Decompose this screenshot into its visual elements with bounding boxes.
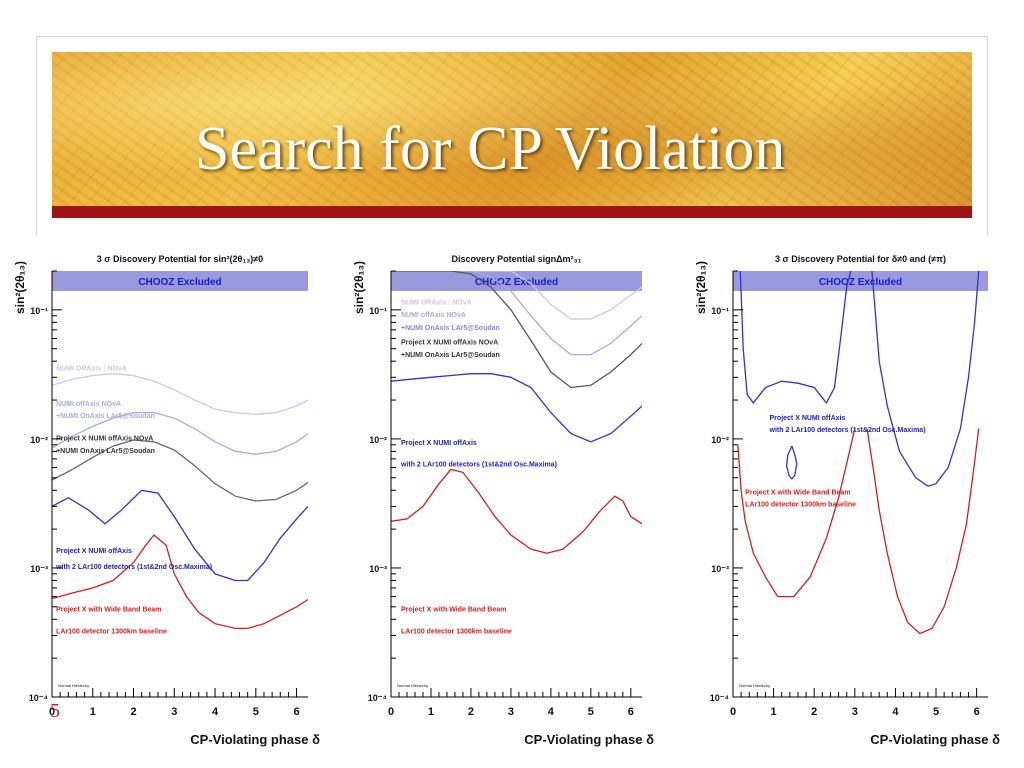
series-line-3 — [391, 373, 642, 443]
curve-label-numi-offaxis-nova: NUMI offAxis NOvA — [56, 401, 121, 408]
y-tick-label-0-1: 10⁻¹ — [711, 306, 729, 316]
curve-label-project-x-numi-offaxis: Project X NUMI offAxis — [401, 440, 477, 447]
x-tick-label-0: 0 — [49, 706, 55, 718]
series-line-1 — [391, 271, 642, 356]
slide-title: Search for CP Violation — [195, 115, 786, 183]
curve-label-project-x-with-wide-band-beam: Project X with Wide Band Beam — [745, 490, 850, 497]
curve-label-with-2-lar100-detectors-1st-2nd-osc-maxima: with 2 LAr100 detectors (1st&2nd Osc.Max… — [400, 462, 557, 469]
y-axis-label: sin²(2θ₁₃) — [352, 261, 366, 314]
y-tick-label-0-01: 10⁻² — [30, 435, 48, 445]
x-axis-label: CP-Violating phase δ — [870, 732, 1000, 747]
footnote-normal-hierarchy: Normal Hierarchy — [58, 683, 89, 688]
x-tick-label-1: 1 — [90, 706, 96, 718]
curve-label-lar100-detector-1300km-baseline: LAr100 detector 1300km baseline — [401, 629, 512, 636]
x-tick-label-6: 6 — [974, 706, 980, 718]
curve-label-project-x-numi-offaxis: Project X NUMI offAxis — [770, 415, 846, 422]
series-line-4 — [391, 468, 642, 554]
page-number: 5 — [50, 700, 60, 722]
plot-area — [391, 271, 642, 697]
plot-area — [733, 271, 988, 697]
y-axis-label: sin²(2θ₁₃) — [13, 261, 27, 314]
curve-label-numi-onaxis-lar5-soudan: +NUMI OnAxis LAr5@Soudan — [56, 413, 155, 420]
curve-label-numi-onaxis-lar5-soudan: +NUMI OnAxis LAr5@Soudan — [401, 325, 500, 332]
x-tick-label-3: 3 — [171, 706, 177, 718]
chart-cp-delta: CHOOZ Excluded Project X NUMI offAxis with… — [694, 254, 1000, 747]
series-line-3 — [52, 489, 308, 582]
series-line-4 — [866, 428, 980, 635]
curve-label-numi-onaxis-lar5-soudan: +NUMI OnAxis LAr5@Soudan — [401, 352, 500, 359]
x-tick-label-4: 4 — [548, 706, 555, 718]
y-tick-label-0-01: 10⁻² — [711, 435, 729, 445]
curve-label-numi-onaxis-lar5-soudan: +NUMI OnAxis LAr5@Soudan — [56, 448, 155, 455]
curve-label-lar100-detector-1300km-baseline: LAr100 detector 1300km baseline — [56, 629, 167, 636]
x-tick-label-4: 4 — [212, 706, 219, 718]
series-line-2 — [391, 271, 642, 389]
series-line-2 — [785, 445, 798, 480]
y-tick-label-0-001: 10⁻³ — [30, 564, 48, 574]
series-line-1 — [871, 271, 980, 487]
y-tick-label-0-001: 10⁻³ — [369, 564, 387, 574]
y-tick-label-0-1: 10⁻¹ — [369, 306, 387, 316]
x-axis-label: CP-Violating phase δ — [190, 732, 320, 747]
chart-title: 3 σ Discovery Potential for sin²(2θ₁₃)≠0 — [97, 254, 263, 264]
series-line-0 — [52, 373, 308, 415]
x-tick-label-6: 6 — [294, 706, 300, 718]
curve-label-with-2-lar100-detectors-1st-2nd-osc-maxima: with 2 LAr100 detectors (1st&2nd Osc.Max… — [55, 564, 212, 571]
chooz-excluded-band — [391, 271, 642, 291]
y-tick-label-0-0001: 10⁻⁴ — [710, 693, 729, 703]
curve-label-project-x-numi-offaxis: Project X NUMI offAxis — [56, 548, 132, 555]
x-tick-label-6: 6 — [628, 706, 634, 718]
y-tick-label-0-0001: 10⁻⁴ — [368, 693, 387, 703]
chooz-excluded-band — [733, 271, 988, 291]
chart-title: 3 σ Discovery Potential for δ≠0 and (≠π) — [775, 254, 946, 264]
plot-area — [52, 271, 308, 697]
series-line-0 — [739, 271, 852, 405]
series-line-3 — [737, 428, 856, 598]
x-axis-label: CP-Violating phase δ — [524, 732, 654, 747]
curve-label-lar100-detector-1300km-baseline: LAr100 detector 1300km baseline — [745, 501, 856, 508]
x-tick-label-1: 1 — [428, 706, 434, 718]
chart-cp-sin22theta13: CHOOZ Excluded NUMI ORAxis : NOvA NUMI off… — [13, 254, 320, 747]
y-tick-label-0-01: 10⁻² — [369, 435, 387, 445]
slide-frame — [36, 36, 988, 236]
series-line-1 — [52, 411, 308, 455]
x-tick-label-5: 5 — [933, 706, 939, 718]
curve-label-project-x-numi-offaxis-nova: Project X NUMI offAxis NOvA — [401, 339, 498, 346]
y-axis-label: sin²(2θ₁₃) — [694, 261, 708, 314]
curve-label-project-x-numi-offaxis-nova: Project X NUMI offAxis NOvA — [56, 436, 153, 443]
x-tick-label-2: 2 — [811, 706, 817, 718]
x-tick-label-0: 0 — [730, 706, 736, 718]
x-tick-label-1: 1 — [771, 706, 777, 718]
curve-label-numi-oraxis-nova: NUMI ORAxis : NOvA — [56, 365, 127, 372]
footnote-normal-hierarchy: Normal Hierarchy — [397, 683, 428, 688]
chooz-excluded-label: CHOOZ Excluded — [475, 277, 558, 288]
series-line-4 — [52, 534, 308, 630]
x-tick-label-2: 2 — [468, 706, 474, 718]
title-banner — [52, 52, 972, 218]
curve-label-project-x-with-wide-band-beam: Project X with Wide Band Beam — [401, 606, 506, 613]
x-tick-label-4: 4 — [892, 706, 899, 718]
curve-label-project-x-with-wide-band-beam: Project X with Wide Band Beam — [56, 606, 161, 613]
chooz-excluded-band — [52, 271, 308, 291]
chooz-excluded-label: CHOOZ Excluded — [819, 277, 902, 288]
x-tick-label-3: 3 — [508, 706, 514, 718]
y-tick-label-0-001: 10⁻³ — [711, 564, 729, 574]
x-tick-label-5: 5 — [588, 706, 594, 718]
curve-label-with-2-lar100-detectors-1st-2nd-osc-maxima: with 2 LAr100 detectors (1st&2nd Osc.Max… — [769, 427, 926, 434]
y-tick-label-0-1: 10⁻¹ — [30, 306, 48, 316]
curve-label-numi-oraxis-nova: NUMI ORAxis : NOvA — [401, 300, 472, 307]
x-tick-label-2: 2 — [130, 706, 136, 718]
y-tick-label-0-0001: 10⁻⁴ — [29, 693, 48, 703]
series-line-2 — [52, 439, 308, 502]
chart-mass-hierarchy: CHOOZ Excluded NUMI ORAxis : NOvA NUMI off… — [352, 254, 654, 747]
chooz-excluded-label: CHOOZ Excluded — [138, 277, 221, 288]
chart-title: Discovery Potential signΔm²₃₁ — [452, 254, 582, 264]
x-tick-label-0: 0 — [388, 706, 394, 718]
curve-label-numi-offaxis-nova: NUMI offAxis NOvA — [401, 312, 466, 319]
x-tick-label-3: 3 — [852, 706, 858, 718]
x-tick-label-5: 5 — [253, 706, 259, 718]
title-banner-stripe — [52, 206, 972, 218]
series-line-0 — [391, 271, 642, 320]
footnote-normal-hierarchy: Normal Hierarchy — [739, 683, 770, 688]
